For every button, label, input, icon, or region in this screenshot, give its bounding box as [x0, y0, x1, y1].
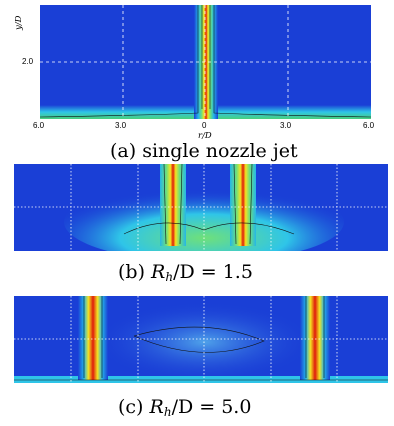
panel-b-contour-lines [123, 164, 295, 245]
panel-c-grid [14, 296, 388, 383]
panel-c-contour-plot [14, 296, 388, 383]
panel-a-contour-plot [40, 5, 371, 119]
panel-b-grid [14, 164, 388, 251]
panel-b-contour-plot [14, 164, 388, 251]
panel-a-x-tick-5: 6.0 [363, 121, 375, 130]
panel-b-jet-left [160, 164, 186, 246]
panel-c-jet-right [300, 296, 330, 380]
panel-b-caption: (b) Rh/D = 1.5 [118, 261, 253, 284]
panel-a-y-tick: 2.0 [22, 57, 34, 66]
panel-c-contour-lines [14, 296, 388, 381]
panel-a-y-axis-label: y/D [14, 15, 24, 30]
panel-c-jet-left [78, 296, 108, 380]
panel-a-caption: (a) single nozzle jet [110, 140, 298, 162]
panel-a-x-tick-1: 6.0 [33, 121, 45, 130]
panel-b-jet-right [230, 164, 256, 246]
panel-a-x-tick-3: 0 [202, 121, 207, 130]
panel-a-contour-lines [40, 5, 371, 118]
panel-a-x-tick-4: 3.0 [280, 121, 292, 130]
panel-a-x-tick-2: 3.0 [115, 121, 127, 130]
panel-c-wall-jet [14, 376, 388, 383]
panel-a-x-axis-label: r/D [198, 131, 212, 141]
panel-c-caption: (c) Rh/D = 5.0 [118, 396, 252, 419]
panel-a-grid [40, 5, 371, 119]
